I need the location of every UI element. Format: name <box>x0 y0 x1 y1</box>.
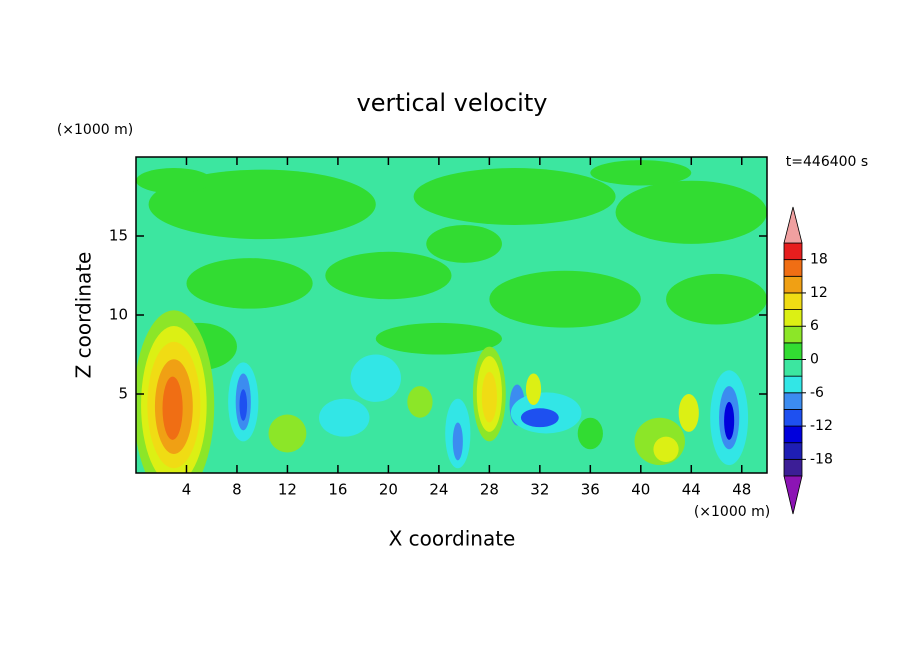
contour-patch <box>525 373 542 406</box>
colorbar-box <box>783 325 803 344</box>
x-tick-label: 28 <box>480 481 499 499</box>
x-tick-label: 8 <box>232 481 242 499</box>
contour-patch <box>350 354 402 402</box>
colorbar-box <box>783 259 803 277</box>
colorbar-tick-label: -12 <box>810 418 833 434</box>
colorbar-box <box>783 309 803 327</box>
contour-patch <box>136 168 212 194</box>
contour-patch <box>590 160 692 186</box>
colorbar-box <box>783 458 803 477</box>
contour-patch <box>481 371 497 423</box>
colorbar-box <box>783 275 803 294</box>
x-tick-label: 40 <box>631 481 650 499</box>
annotation: t=446400 s <box>786 154 868 170</box>
y-tick-label: 10 <box>109 306 128 324</box>
colorbar-box <box>783 425 803 444</box>
colorbar-tick-label: -18 <box>810 451 833 467</box>
y-tick-label: 5 <box>118 385 128 403</box>
x-tick-label: 20 <box>379 481 398 499</box>
colorbar-tick-label: -6 <box>810 385 824 401</box>
y-axis-label: Z coordinate <box>72 252 96 379</box>
contour-patch <box>239 389 248 421</box>
colorbar-tick-label: 12 <box>810 285 828 301</box>
contour-field <box>136 157 767 473</box>
contour-patch <box>413 168 616 225</box>
contour-patch <box>407 386 433 418</box>
contour-patch <box>318 398 370 437</box>
contour-patch <box>724 401 735 440</box>
colorbar-box <box>783 442 803 460</box>
colorbar-box <box>783 359 803 377</box>
x-tick-label: 4 <box>182 481 192 499</box>
contour-patch <box>375 322 502 355</box>
colorbar-box <box>783 409 803 427</box>
contour-patch <box>653 436 679 462</box>
contour-patch <box>615 180 767 244</box>
x-unit: (×1000 m) <box>694 504 770 520</box>
y-unit: (×1000 m) <box>57 122 133 138</box>
contour-patch <box>489 270 641 328</box>
x-tick-label: 12 <box>278 481 297 499</box>
x-axis-label: X coordinate <box>389 527 516 551</box>
colorbar-box <box>783 392 803 410</box>
colorbar-box <box>783 292 803 310</box>
colorbar-tick-label: 18 <box>810 252 828 268</box>
colorbar-tick-label: 0 <box>810 352 819 368</box>
contour-patch <box>268 414 307 453</box>
contour-patch <box>162 376 183 440</box>
y-tick-label: 15 <box>109 227 128 245</box>
colorbar-under <box>783 475 803 515</box>
contour-patch <box>577 417 603 450</box>
colorbar-box <box>783 342 803 360</box>
contour-patch <box>520 408 559 428</box>
x-tick-label: 24 <box>429 481 448 499</box>
x-tick-label: 44 <box>682 481 701 499</box>
colorbar-box <box>783 242 803 261</box>
chart-title: vertical velocity <box>357 89 548 117</box>
colorbar-box <box>783 375 803 394</box>
colorbar-over <box>783 206 803 244</box>
contour-patch <box>666 273 767 325</box>
x-tick-label: 16 <box>328 481 347 499</box>
contour-patch <box>678 394 699 432</box>
contour-patch <box>426 224 502 263</box>
contour-patch <box>452 422 463 461</box>
contour-patch <box>325 251 452 300</box>
colorbar-tick-label: 6 <box>810 318 819 334</box>
x-tick-label: 36 <box>581 481 600 499</box>
x-tick-label: 32 <box>530 481 549 499</box>
x-tick-label: 48 <box>732 481 751 499</box>
contour-patch <box>186 258 313 309</box>
